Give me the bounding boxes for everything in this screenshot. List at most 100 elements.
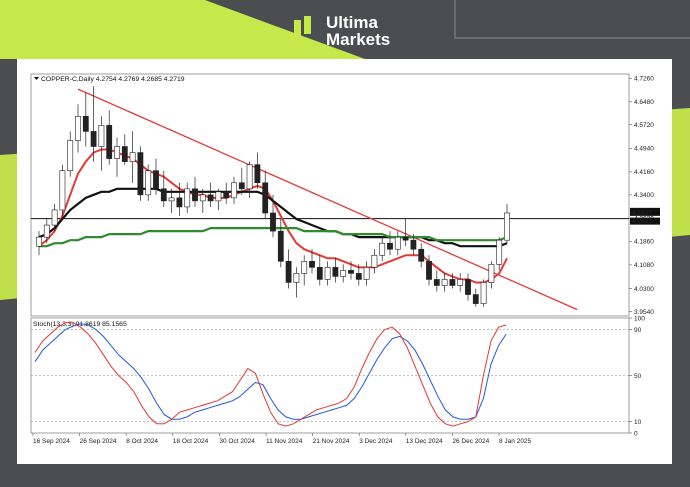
brand-name-line1: Ultima (326, 13, 378, 32)
chart-title: COPPER-C,Daily 4.2754 4.2769 4.2685 4.27… (41, 76, 185, 83)
stoch-tick-label: 90 (634, 327, 642, 334)
date-tick-label: 8 Jan 2025 (499, 438, 532, 445)
brand-name-line2: Markets (326, 30, 391, 49)
candle-body (285, 261, 292, 283)
date-tick-label: 21 Nov 2024 (313, 438, 350, 445)
candle-body (348, 270, 354, 274)
date-tick-label: 30 Oct 2024 (219, 438, 255, 445)
date-tick-label: 18 Oct 2024 (173, 438, 209, 445)
chart-frame: 4.7260 4.6480 4.5720 4.4940 4.4160 4.3400 4.26… (17, 59, 672, 464)
candle-body (355, 273, 362, 280)
candle-body (43, 224, 50, 238)
candle-body (449, 279, 456, 286)
candle-body (457, 279, 464, 286)
price-tick-label: 4.6480 (634, 99, 654, 106)
candle-body (192, 188, 198, 202)
dropdown-triangle-icon (34, 77, 39, 80)
candle-body (176, 197, 183, 208)
candle-body (309, 261, 315, 268)
candle-body (496, 239, 503, 265)
candle-body (301, 261, 308, 274)
price-tick-label: 4.5720 (634, 122, 654, 129)
price-tick-label: 4.3400 (634, 192, 654, 199)
stoch-tick-label: 100 (634, 315, 645, 322)
candle-body (270, 212, 276, 232)
candle-body (316, 267, 323, 280)
price-tick-label: 3.9540 (634, 309, 654, 316)
price-tick-label: 4.4160 (634, 169, 654, 176)
candle-body (129, 152, 136, 162)
candle-body (332, 267, 339, 277)
candle-body (168, 197, 175, 202)
date-tick-label: 8 Oct 2024 (126, 438, 158, 445)
candle-body (418, 248, 425, 262)
candle-body (441, 279, 448, 286)
candle-body (114, 146, 120, 159)
candle-body (145, 170, 152, 196)
candle-body (277, 230, 284, 262)
candle-body (387, 242, 393, 250)
candle-body (153, 170, 159, 190)
candle-body (371, 254, 378, 268)
candle-body (59, 170, 66, 211)
candle-body (488, 264, 495, 283)
date-tick-label: 26 Sep 2024 (80, 438, 117, 445)
stoch-line-2 (34, 322, 507, 427)
candle-body (504, 212, 510, 241)
candle-body (36, 236, 42, 247)
candle-body (82, 115, 89, 132)
candle-body (363, 267, 370, 280)
stoch-tick-label: 50 (634, 373, 642, 380)
price-tick-label: 4.0300 (634, 286, 654, 293)
candle-body (98, 125, 105, 147)
price-tick-label: 4.1860 (634, 239, 654, 246)
candle-body (90, 131, 97, 147)
price-tick-label: 4.7260 (634, 76, 654, 83)
candle-body (231, 182, 237, 199)
candle-body (184, 188, 191, 208)
brand-logo: Ultima Markets (292, 14, 390, 48)
candle-body (215, 191, 222, 202)
candle-body (433, 279, 440, 286)
candle-body (402, 236, 409, 241)
candle-body (254, 164, 261, 184)
candle-body (465, 279, 471, 295)
chart-svg: 4.7260 4.6480 4.5720 4.4940 4.4160 4.3400 4.26… (30, 73, 660, 445)
hline-price-label: 4.2613 (632, 218, 652, 225)
candle-body (324, 267, 331, 280)
candle-body (121, 146, 128, 162)
date-tick-label: 3 Dec 2024 (359, 438, 393, 445)
brand-logo-icon (292, 16, 318, 46)
date-tick-label: 11 Nov 2024 (266, 438, 303, 445)
price-tick-label: 4.1080 (634, 262, 654, 269)
candle-body (199, 194, 206, 202)
date-tick-label: 13 Dec 2024 (406, 438, 443, 445)
candle-body (75, 115, 81, 141)
candle-body (426, 261, 432, 280)
candle-body (246, 164, 253, 190)
stoch-tick-label: 0 (634, 430, 638, 437)
hline-price-badge (630, 217, 660, 225)
candle-body (51, 209, 58, 226)
candle-body (207, 194, 214, 202)
date-tick-label: 26 Dec 2024 (452, 438, 489, 445)
candle-body (238, 182, 245, 190)
price-tick-label: 4.4940 (634, 146, 654, 153)
candle-body (137, 152, 144, 196)
candle-body (340, 270, 347, 277)
candle-body (394, 236, 401, 250)
candle-body (106, 125, 113, 159)
stoch-tick-label: 10 (634, 419, 642, 426)
candle-body (223, 191, 230, 199)
candle-body (480, 282, 487, 304)
candle-body (262, 182, 269, 214)
stoch-line-1 (34, 323, 507, 420)
candle-body (293, 273, 300, 283)
candle-body (160, 188, 167, 202)
candle-body (472, 294, 479, 304)
current-price-badge (630, 207, 660, 216)
candle-body (67, 140, 74, 171)
candle-body (410, 239, 417, 250)
date-tick-label: 16 Sep 2024 (33, 438, 70, 445)
candle-body (379, 242, 386, 256)
